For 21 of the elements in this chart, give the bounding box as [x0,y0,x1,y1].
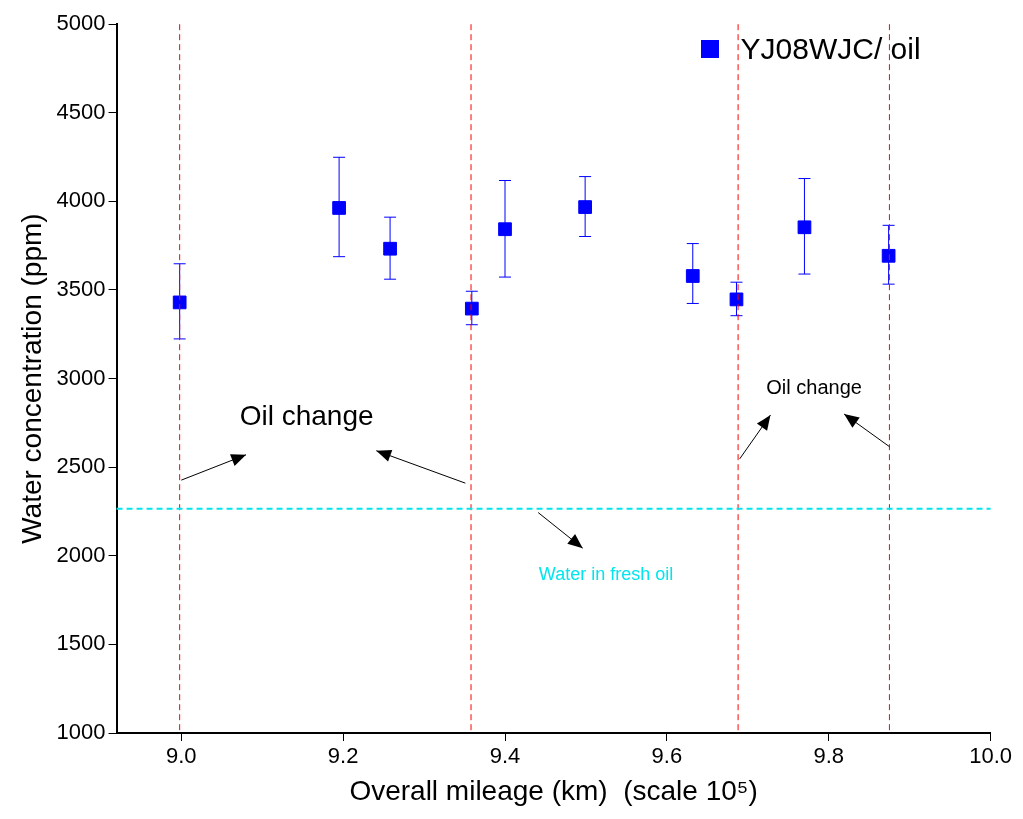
x-tick-label: 9.8 [813,743,845,769]
x-tick-label: 9.4 [489,743,521,769]
y-tick-label: 3500 [56,276,106,302]
y-tick-label: 2500 [56,453,106,479]
x-tick-label: 9.0 [165,743,197,769]
y-tick-label: 5000 [56,10,106,36]
ref-line-label: Water in fresh oil [538,563,674,584]
y-tick-label: 1000 [56,719,106,745]
x-tick-label: 10.0 [969,743,1012,769]
x-axis-title: Overall mileage (km) (scale 10⁵) [349,774,758,806]
legend-label: YJ08WJC/ oil [740,32,921,67]
x-tick-label: 9.2 [327,743,359,769]
y-tick-label: 4500 [56,98,106,124]
y-tick-label: 1500 [56,630,106,656]
y-axis-title: Water concentration (ppm) [15,213,47,544]
y-tick-label: 4000 [56,187,106,213]
annotation: Oil change [766,376,862,399]
y-tick-label: 2000 [56,541,106,567]
y-tick-label: 3000 [56,364,106,390]
x-tick-label: 9.6 [651,743,683,769]
annotation: Oil change [239,399,374,431]
